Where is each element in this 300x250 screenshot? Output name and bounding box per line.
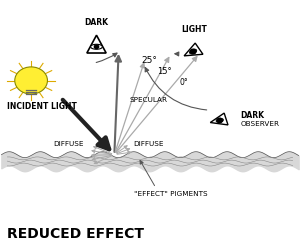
Circle shape (94, 45, 99, 48)
Text: 15°: 15° (158, 67, 172, 76)
Text: OBSERVER: OBSERVER (241, 121, 280, 127)
Text: LIGHT: LIGHT (182, 25, 208, 34)
Circle shape (218, 119, 222, 122)
Text: DIFFUSE: DIFFUSE (134, 141, 164, 147)
Ellipse shape (91, 44, 102, 49)
Text: "EFFECT" PIGMENTS: "EFFECT" PIGMENTS (134, 191, 208, 197)
Text: 25°: 25° (141, 56, 157, 65)
Text: DIFFUSE: DIFFUSE (53, 141, 83, 147)
Polygon shape (87, 35, 106, 53)
Ellipse shape (216, 118, 224, 122)
Polygon shape (210, 113, 228, 125)
Circle shape (15, 67, 47, 94)
Text: DARK: DARK (241, 110, 265, 120)
Text: INCIDENT LIGHT: INCIDENT LIGHT (7, 102, 77, 111)
Text: REDUCED EFFECT: REDUCED EFFECT (7, 227, 144, 241)
Polygon shape (184, 43, 203, 56)
Text: SPECULAR: SPECULAR (129, 97, 167, 103)
Text: 0°: 0° (180, 78, 188, 88)
Ellipse shape (190, 49, 197, 54)
Circle shape (190, 49, 196, 54)
Text: DARK: DARK (85, 18, 109, 27)
Circle shape (217, 118, 222, 122)
Circle shape (191, 50, 195, 54)
